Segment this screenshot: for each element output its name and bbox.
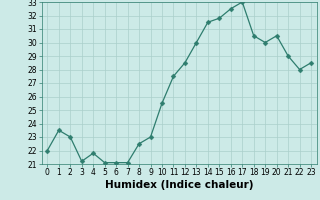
X-axis label: Humidex (Indice chaleur): Humidex (Indice chaleur) [105,180,253,190]
